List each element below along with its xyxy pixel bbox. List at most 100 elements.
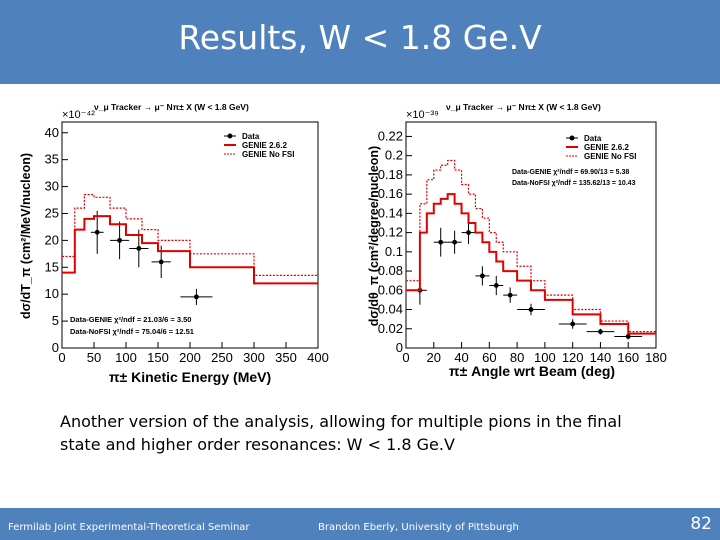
chi2-genie: Data-GENIE χ²/ndf = 69.90/13 = 5.38 — [512, 169, 629, 176]
y-tick-label: 0.18 — [378, 167, 403, 182]
y-tick-label: 10 — [45, 286, 59, 301]
x-axis-label: π± Angle wrt Beam (deg) — [449, 363, 615, 379]
data-point — [180, 288, 213, 305]
data-marker — [570, 321, 576, 327]
exponent-label: ×10⁻⁴² — [62, 109, 95, 121]
data-marker — [136, 246, 142, 251]
chi2-genie: Data-GENIE χ²/ndf = 21.03/6 = 3.50 — [70, 315, 191, 324]
data-point — [433, 227, 448, 257]
data-marker — [452, 239, 458, 245]
y-tick-label: 0.12 — [378, 225, 403, 240]
data-marker — [117, 237, 122, 243]
legend: Data GENIE 2.6.2 GENIE No FSI — [566, 134, 636, 161]
series-genie — [62, 215, 318, 285]
data-point — [558, 319, 587, 329]
x-tick-label: 0 — [402, 350, 409, 365]
chart-title: ν_μ Tracker → μ⁻ Nπ± X (W < 1.8 GeV) — [94, 102, 249, 112]
y-tick-label: 0.1 — [385, 244, 403, 259]
footer-seminar: Fermilab Joint Experimental-Theoretical … — [8, 522, 250, 533]
data-marker — [625, 334, 631, 339]
series-genie — [406, 193, 656, 335]
x-axis-label: π± Kinetic Energy (MeV) — [109, 369, 271, 385]
chi2-nofsi: Data-NoFSI χ²/ndf = 75.04/6 = 12.51 — [70, 327, 194, 336]
data-point — [489, 275, 504, 296]
x-tick-label: 300 — [243, 350, 265, 365]
y-axis-label: dσ/dT_π (cm²/MeV/nucleon) — [19, 153, 33, 319]
kinetic-energy-chart: ×10⁻⁴² ν_μ Tracker → μ⁻ Nπ± X (W < 1.8 G… — [19, 102, 329, 385]
footer-author: Brandon Eberly, University of Pittsburgh — [318, 522, 519, 533]
legend: Data GENIE 2.6.2 GENIE No FSI — [224, 132, 294, 159]
y-tick-label: 35 — [45, 152, 59, 167]
x-tick-label: 350 — [275, 350, 297, 365]
data-marker — [158, 259, 164, 265]
data-point — [447, 230, 462, 254]
y-tick-label: 0.14 — [378, 205, 403, 220]
data-marker — [493, 283, 499, 288]
y-tick-label: 0.2 — [385, 148, 403, 163]
y-tick-label: 0.04 — [378, 302, 403, 317]
page-number: 82 — [690, 514, 712, 534]
data-marker — [94, 229, 100, 235]
data-marker — [528, 307, 534, 312]
exponent-label: ×10⁻³⁹ — [406, 109, 439, 121]
data-point — [517, 303, 545, 316]
data-point — [503, 287, 518, 303]
x-tick-label: 100 — [534, 350, 556, 365]
x-tick-label: 20 — [427, 350, 441, 365]
data-marker — [466, 230, 471, 235]
y-tick-label: 40 — [45, 125, 59, 140]
angle-chart: ×10⁻³⁹ ν_μ Tracker → μ⁻ Nπ± X (W < 1.8 G… — [367, 102, 667, 379]
x-tick-label: 80 — [510, 350, 524, 365]
legend-entry-genie: GENIE 2.6.2 — [242, 141, 287, 150]
y-tick-label: 20 — [45, 232, 59, 247]
x-tick-label: 100 — [115, 350, 137, 365]
x-tick-label: 150 — [147, 350, 169, 365]
y-tick-label: 0 — [52, 340, 59, 355]
legend-entry-data: Data — [242, 132, 260, 141]
legend-entry-data: Data — [584, 134, 602, 143]
y-tick-label: 0.06 — [378, 282, 403, 297]
data-point — [90, 210, 104, 254]
legend-entry-nofsi: GENIE No FSI — [242, 150, 294, 159]
data-marker — [507, 292, 513, 298]
slide-title: Results, W < 1.8 Ge.V — [178, 18, 542, 57]
x-tick-label: 60 — [482, 350, 496, 365]
data-point — [475, 266, 490, 286]
data-point — [461, 221, 476, 245]
chart-title: ν_μ Tracker → μ⁻ Nπ± X (W < 1.8 GeV) — [446, 102, 601, 112]
data-point — [586, 328, 615, 335]
legend-entry-nofsi: GENIE No FSI — [584, 152, 636, 161]
y-axis-label: dσ/dθ_π (cm²/degree/nucleon) — [367, 146, 381, 326]
y-tick-label: 0.22 — [378, 128, 403, 143]
y-tick-label: 25 — [45, 205, 59, 220]
y-tick-label: 15 — [45, 259, 59, 274]
y-tick-label: 0.16 — [378, 186, 403, 201]
chi2-nofsi: Data-NoFSI χ²/ndf = 135.62/13 = 10.43 — [512, 180, 636, 187]
y-tick-label: 0 — [396, 340, 403, 355]
data-marker — [479, 273, 485, 279]
data-marker — [598, 329, 603, 335]
data-marker — [194, 294, 199, 300]
footer-bar: Fermilab Joint Experimental-Theoretical … — [0, 508, 720, 540]
x-tick-label: 120 — [562, 350, 584, 365]
y-tick-label: 5 — [52, 313, 59, 328]
y-tick-label: 0.02 — [378, 321, 403, 336]
x-tick-label: 50 — [87, 350, 101, 365]
series-genie-nofsi — [62, 194, 318, 276]
slide-caption: Another version of the analysis, allowin… — [60, 412, 622, 454]
plot-frame — [61, 121, 319, 349]
data-point — [110, 221, 130, 260]
title-bar — [0, 0, 720, 84]
y-tick-label: 30 — [45, 179, 59, 194]
x-tick-label: 400 — [307, 350, 329, 365]
x-tick-label: 200 — [179, 350, 201, 365]
x-tick-label: 40 — [454, 350, 468, 365]
x-tick-label: 160 — [617, 350, 639, 365]
legend-entry-genie: GENIE 2.6.2 — [584, 143, 629, 152]
series-genie-nofsi — [406, 159, 656, 333]
x-tick-label: 250 — [211, 350, 233, 365]
x-tick-label: 140 — [590, 350, 612, 365]
y-tick-label: 0.08 — [378, 263, 403, 278]
data-marker — [438, 239, 444, 245]
x-tick-label: 0 — [58, 350, 65, 365]
